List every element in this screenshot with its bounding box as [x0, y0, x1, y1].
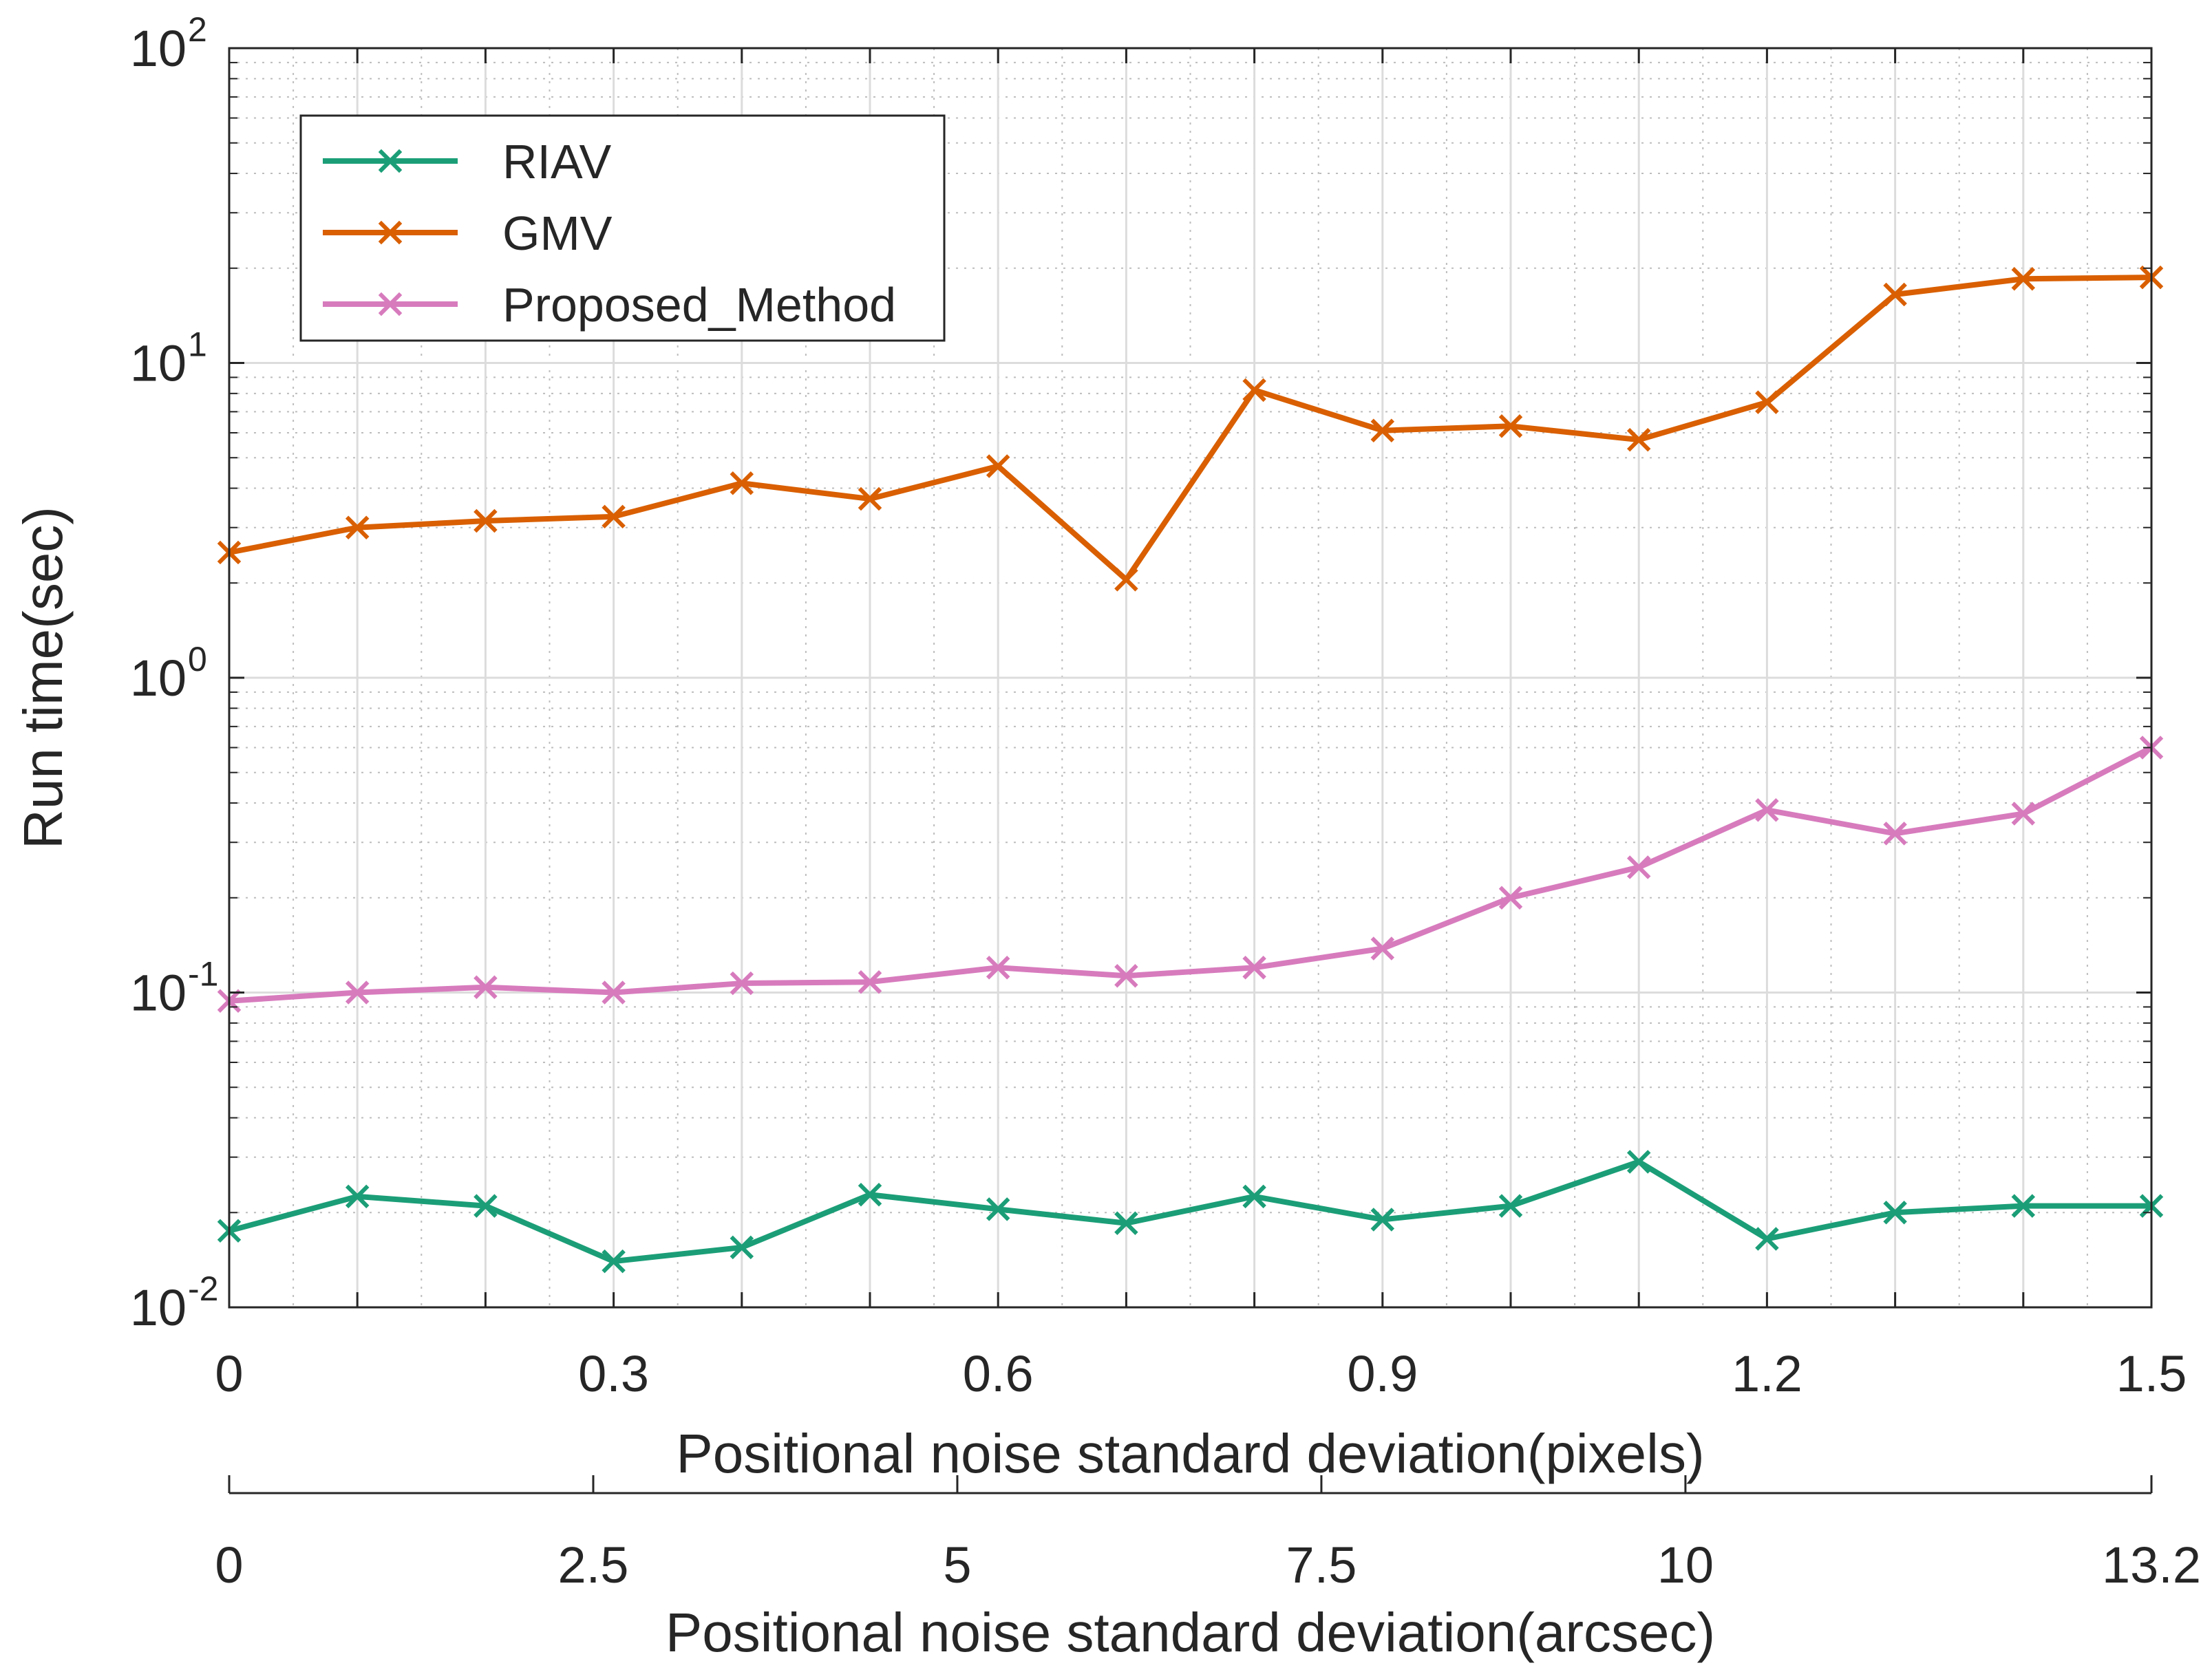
data-point-marker [1755, 390, 1779, 414]
major-grid [229, 48, 2151, 1307]
x-axis-label: Positional noise standard deviation(pixe… [676, 1423, 1704, 1484]
data-point-marker [602, 1249, 626, 1274]
series-Proposed_Method [217, 736, 2164, 1014]
ticks-layer [228, 47, 2153, 1494]
data-point-marker [474, 1194, 498, 1218]
data-point-marker [1114, 963, 1138, 988]
data-point-marker [1370, 936, 1395, 961]
data-point-marker [1114, 1211, 1138, 1236]
data-point-marker [1626, 855, 1651, 879]
y-tick-label-exponent: -2 [188, 1269, 218, 1308]
data-point-marker [1883, 1201, 1907, 1225]
data-point-marker [1498, 1194, 1523, 1218]
data-point-marker [1242, 378, 1266, 403]
data-point-marker [858, 486, 882, 511]
series-layer [217, 265, 2164, 1274]
data-point-marker [858, 969, 882, 994]
data-point-marker [2011, 1194, 2036, 1218]
y-tick-label: 10 -2 [130, 1269, 219, 1336]
data-point-marker [1883, 282, 1907, 307]
y-tick-label-base: 10 [130, 965, 187, 1022]
y-tick-label-base: 10 [130, 335, 187, 392]
data-point-marker [602, 980, 626, 1005]
series-line-Proposed_Method [228, 744, 2153, 1004]
data-point-marker [345, 1184, 370, 1209]
legend-item: RIAV [323, 135, 611, 189]
series-GMV [217, 265, 2164, 592]
secondary-x-axis-label: Positional noise standard deviation(arcs… [666, 1602, 1715, 1663]
data-point-marker [1498, 886, 1523, 910]
y-tick-label: 10 0 [130, 640, 207, 707]
series-line-GMV [228, 275, 2152, 583]
x-tick-label: 0.9 [1347, 1345, 1418, 1402]
data-point-marker [1755, 798, 1779, 822]
series-line-RIAV [228, 1159, 2151, 1265]
y-tick-label-exponent: 1 [188, 325, 207, 364]
data-point-marker [1498, 414, 1523, 438]
data-point-marker [730, 1235, 754, 1260]
secondary-x-tick-label: 5 [943, 1536, 971, 1594]
y-tick-label-exponent: 0 [188, 640, 207, 678]
legend: RIAV GMV Proposed_Method [299, 114, 946, 342]
legend-item: Proposed_Method [323, 278, 896, 332]
data-point-marker [1114, 568, 1138, 592]
secondary-x-tick-label: 2.5 [558, 1536, 629, 1594]
labels-layer: 10 -210 -110 010 110 20 0.3 0.6 0.9 1.2 1.5Positio… [12, 10, 2201, 1663]
x-tick-label: 0 [215, 1345, 243, 1402]
legend-marker [378, 220, 403, 245]
x-tick-label: 0.3 [578, 1345, 649, 1402]
x-tick-label: 1.2 [1732, 1345, 1802, 1402]
legend-marker [378, 149, 403, 173]
legend-marker [378, 292, 403, 317]
data-point-marker [1626, 427, 1651, 452]
y-tick-label-base: 10 [130, 1279, 187, 1336]
legend-item: GMV [323, 206, 613, 260]
data-point-marker [474, 508, 498, 533]
data-point-marker [986, 1197, 1010, 1221]
y-tick-label: 10 1 [130, 325, 207, 392]
x-tick-label: 0.6 [963, 1345, 1034, 1402]
data-point-marker [730, 971, 754, 996]
y-tick-label-base: 10 [130, 650, 187, 707]
secondary-x-tick-label: 7.5 [1286, 1536, 1357, 1594]
data-point-marker [1242, 1184, 1266, 1209]
data-point-marker [1242, 956, 1266, 980]
data-point-marker [1370, 1208, 1395, 1232]
legend-label: Proposed_Method [502, 278, 896, 332]
data-point-marker [858, 1182, 882, 1207]
data-point-marker [1626, 1150, 1651, 1174]
data-point-marker [730, 471, 754, 495]
y-tick-label-base: 10 [130, 20, 187, 77]
data-point-marker [986, 956, 1010, 980]
data-point-marker [474, 975, 498, 999]
legend-label: GMV [502, 206, 613, 260]
y-tick-label: 10 -1 [130, 955, 219, 1022]
data-point-marker [2011, 802, 2036, 826]
data-point-marker [986, 454, 1010, 478]
x-tick-label: 1.5 [2116, 1345, 2187, 1402]
y-axis-label: Run time(sec) [12, 506, 74, 849]
legend-label: RIAV [502, 135, 611, 189]
y-tick-label-exponent: 2 [188, 10, 207, 49]
y-tick-label-exponent: -1 [188, 955, 218, 994]
series-RIAV [217, 1150, 2164, 1274]
data-point-marker [345, 980, 370, 1005]
data-point-marker [1883, 822, 1907, 846]
data-point-marker [2011, 267, 2036, 291]
data-point-marker [345, 515, 370, 539]
data-point-marker [1755, 1227, 1779, 1251]
data-point-marker [602, 504, 626, 529]
secondary-x-tick-label: 0 [215, 1536, 243, 1594]
secondary-x-tick-label: 13.2 [2102, 1536, 2201, 1594]
y-tick-label: 10 2 [130, 10, 207, 77]
secondary-x-tick-label: 10 [1657, 1536, 1714, 1594]
data-point-marker [1370, 418, 1395, 442]
